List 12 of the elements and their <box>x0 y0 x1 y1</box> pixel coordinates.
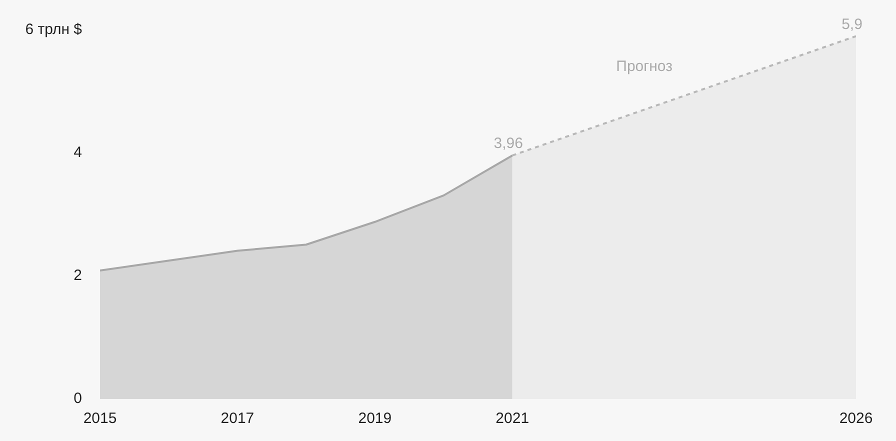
data-label: 3,96 <box>494 135 523 152</box>
x-tick-label: 2015 <box>83 410 117 428</box>
x-tick-label: 2017 <box>220 410 254 428</box>
data-label: 5,9 <box>842 16 862 33</box>
x-tick-label: 2019 <box>358 410 392 428</box>
x-tick-label: 2026 <box>839 410 873 428</box>
y-tick-label: 2 <box>74 267 82 284</box>
y-tick-label: 6 трлн $ <box>25 21 83 38</box>
x-tick-label: 2021 <box>496 410 530 428</box>
y-tick-label: 4 <box>74 144 82 162</box>
annotation: Прогноз <box>616 58 673 76</box>
y-tick-label: 0 <box>74 390 82 408</box>
